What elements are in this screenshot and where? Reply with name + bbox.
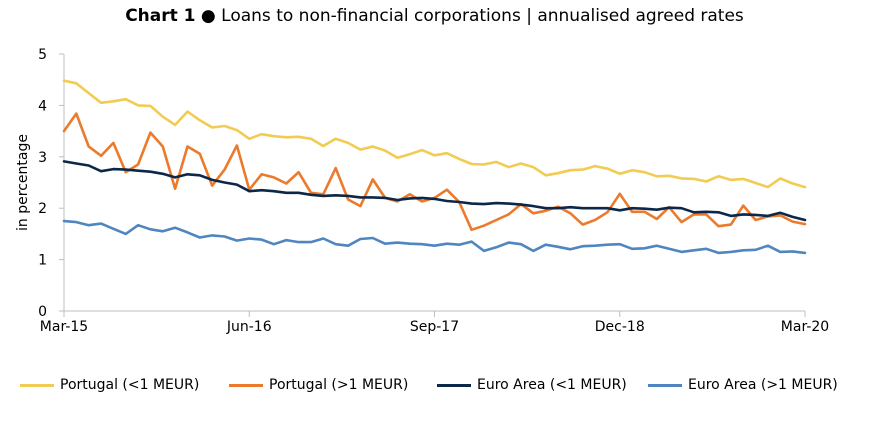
y-tick-label: 3 xyxy=(38,150,47,166)
legend-item-1: Portugal (<1 MEUR) xyxy=(20,377,199,393)
x-tick-label: Jun-16 xyxy=(226,319,272,335)
x-tick-label: Sep-17 xyxy=(410,319,459,335)
y-axis-title: in percentage xyxy=(15,134,31,231)
legend-label: Portugal (>1 MEUR) xyxy=(269,377,409,393)
x-tick-label: Mar-15 xyxy=(40,319,88,335)
x-tick-label: Dec-18 xyxy=(595,319,645,335)
legend-swatch xyxy=(20,383,54,387)
legend-label: Euro Area (<1 MEUR) xyxy=(477,377,627,393)
y-tick-label: 5 xyxy=(38,47,47,63)
series-line-4 xyxy=(62,219,807,255)
legend: Portugal (<1 MEUR) Portugal (>1 MEUR) Euro… xyxy=(0,377,869,399)
legend-item-3: Euro Area (<1 MEUR) xyxy=(437,377,627,393)
legend-swatch xyxy=(648,383,682,387)
chart-title-prefix: Chart 1 xyxy=(125,6,196,26)
legend-item-2: Portugal (>1 MEUR) xyxy=(229,377,408,393)
chart-title-bullet: ● xyxy=(200,6,216,26)
series-line-3 xyxy=(62,160,807,222)
y-tick-label: 1 xyxy=(38,253,47,269)
chart-title: Chart 1 ● Loans to non-financial corpora… xyxy=(0,6,869,26)
y-tick-label: 4 xyxy=(38,98,47,114)
chart-title-text: Loans to non-financial corporations | an… xyxy=(221,6,744,26)
x-tick-label: Mar-20 xyxy=(781,319,829,335)
legend-item-4: Euro Area (>1 MEUR) xyxy=(648,377,838,393)
y-tick-label: 2 xyxy=(38,201,47,217)
legend-swatch xyxy=(229,383,263,387)
legend-label: Euro Area (>1 MEUR) xyxy=(688,377,838,393)
series-line-1 xyxy=(62,79,807,189)
legend-label: Portugal (<1 MEUR) xyxy=(60,377,200,393)
y-tick-label: 0 xyxy=(38,304,47,320)
legend-swatch xyxy=(437,383,471,387)
